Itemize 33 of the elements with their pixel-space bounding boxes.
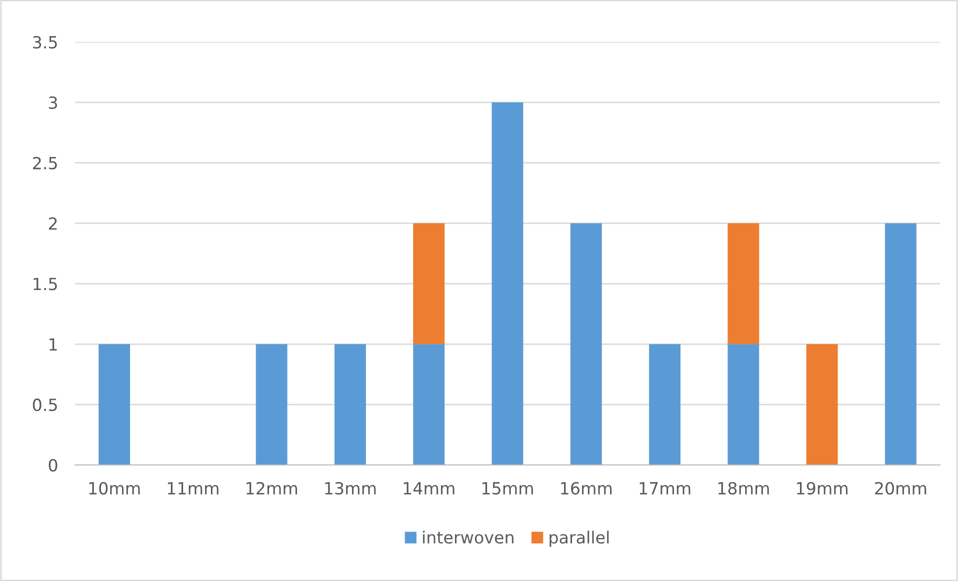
bar [413,344,445,465]
bar [256,344,288,465]
bar [98,344,130,465]
bar [570,223,602,465]
bar [492,102,524,465]
x-tick-label: 15mm [482,482,533,495]
x-tick-label: 17mm [640,482,690,494]
x-tick-label: 18mm [718,482,769,495]
y-tick-label: 2 [48,217,57,230]
x-tick-label: 12mm [246,482,298,494]
bar [806,344,838,465]
bar [728,223,760,344]
bar [884,223,916,465]
legend-label: parallel [550,530,609,547]
y-tick-label: 0.5 [32,398,57,412]
bar [649,344,680,465]
y-tick-label: 3 [49,96,57,109]
x-tick-label: 10mm [89,482,140,495]
bar [728,344,760,465]
y-tick-label: 3.5 [33,36,57,49]
x-tick-label: 16mm [561,482,612,495]
legend-label: interwoven [423,530,514,544]
y-tick-label: 2.5 [33,156,57,170]
y-tick-label: 1.5 [34,278,57,290]
bar [413,223,445,344]
bar [334,344,366,465]
y-tick-label: 1 [50,338,57,350]
x-tick-label: 13mm [325,482,376,495]
x-tick-label: 20mm [875,482,926,495]
x-tick-label: 14mm [404,482,454,494]
y-tick-label: 0 [48,458,58,472]
x-tick-label: 11mm [168,482,218,494]
x-tick-label: 19mm [797,482,848,495]
